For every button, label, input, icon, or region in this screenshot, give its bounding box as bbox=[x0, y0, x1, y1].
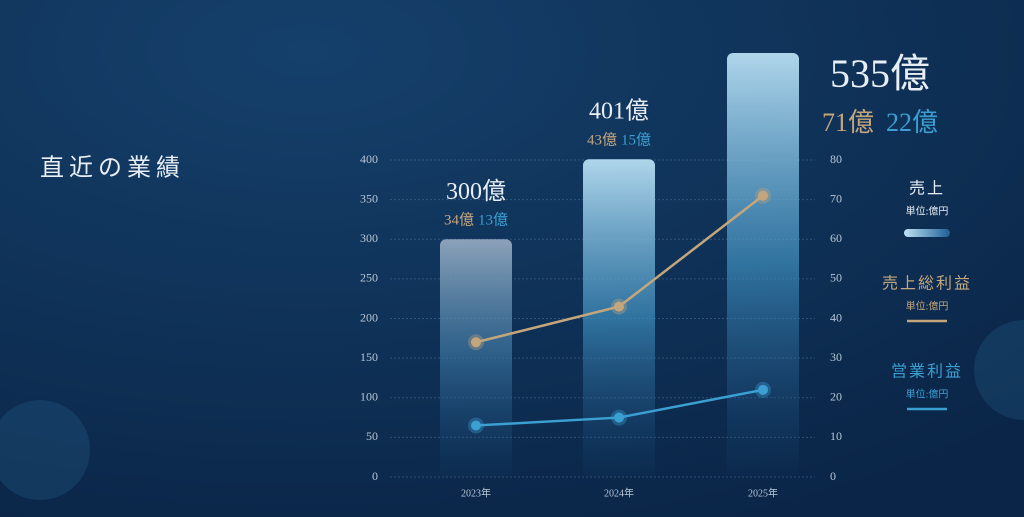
value-label: 15億 bbox=[621, 132, 651, 149]
value-label: 401億 bbox=[589, 98, 649, 125]
y-tick-label: 300 bbox=[360, 231, 378, 245]
chart-title: 直近の業績 bbox=[40, 155, 185, 182]
legend-label: 営業利益 bbox=[891, 363, 963, 381]
y-tick-label: 50 bbox=[366, 429, 378, 443]
legend-swatch bbox=[904, 229, 950, 237]
legend-label: 売上総利益 bbox=[882, 275, 972, 293]
value-label: 22億 bbox=[886, 108, 938, 137]
x-tick-label: 2024年 bbox=[604, 486, 634, 499]
y2-tick-label: 30 bbox=[830, 350, 842, 364]
x-tick-label: 2025年 bbox=[748, 486, 778, 499]
y2-tick-label: 50 bbox=[830, 271, 842, 285]
legend-label: 売上 bbox=[909, 180, 945, 198]
glow bbox=[0, 400, 90, 500]
y-tick-label: 350 bbox=[360, 191, 378, 205]
legend-unit: 単位:億円 bbox=[906, 204, 949, 217]
y-tick-label: 250 bbox=[360, 271, 378, 285]
value-label: 34億 bbox=[444, 212, 474, 229]
legend-unit: 単位:億円 bbox=[906, 387, 949, 400]
y-tick-label: 150 bbox=[360, 350, 378, 364]
y-tick-label: 100 bbox=[360, 390, 378, 404]
y2-tick-label: 70 bbox=[830, 191, 842, 205]
value-label: 535億 bbox=[830, 51, 930, 96]
legend-unit: 単位:億円 bbox=[906, 299, 949, 312]
y2-tick-label: 10 bbox=[830, 429, 842, 443]
x-tick-label: 2023年 bbox=[461, 486, 491, 499]
y2-tick-label: 40 bbox=[830, 310, 842, 324]
y2-tick-label: 80 bbox=[830, 152, 842, 166]
y-tick-label: 200 bbox=[360, 310, 378, 324]
bar bbox=[583, 159, 655, 477]
y2-tick-label: 20 bbox=[830, 390, 842, 404]
bar bbox=[727, 53, 799, 477]
line-point bbox=[614, 301, 624, 312]
line-point bbox=[471, 337, 481, 348]
value-label: 300億 bbox=[446, 178, 506, 205]
value-label: 71億 bbox=[822, 108, 874, 137]
y-tick-label: 400 bbox=[360, 152, 378, 166]
value-label: 13億 bbox=[478, 212, 508, 229]
glow bbox=[974, 320, 1024, 420]
line-point bbox=[758, 190, 768, 201]
value-label: 43億 bbox=[587, 132, 617, 149]
line-point bbox=[471, 420, 481, 431]
line-point bbox=[614, 412, 624, 423]
line-point bbox=[758, 384, 768, 395]
y2-tick-label: 0 bbox=[830, 469, 836, 483]
y2-tick-label: 60 bbox=[830, 231, 842, 245]
y-tick-label: 0 bbox=[372, 469, 378, 483]
bar bbox=[440, 239, 512, 477]
